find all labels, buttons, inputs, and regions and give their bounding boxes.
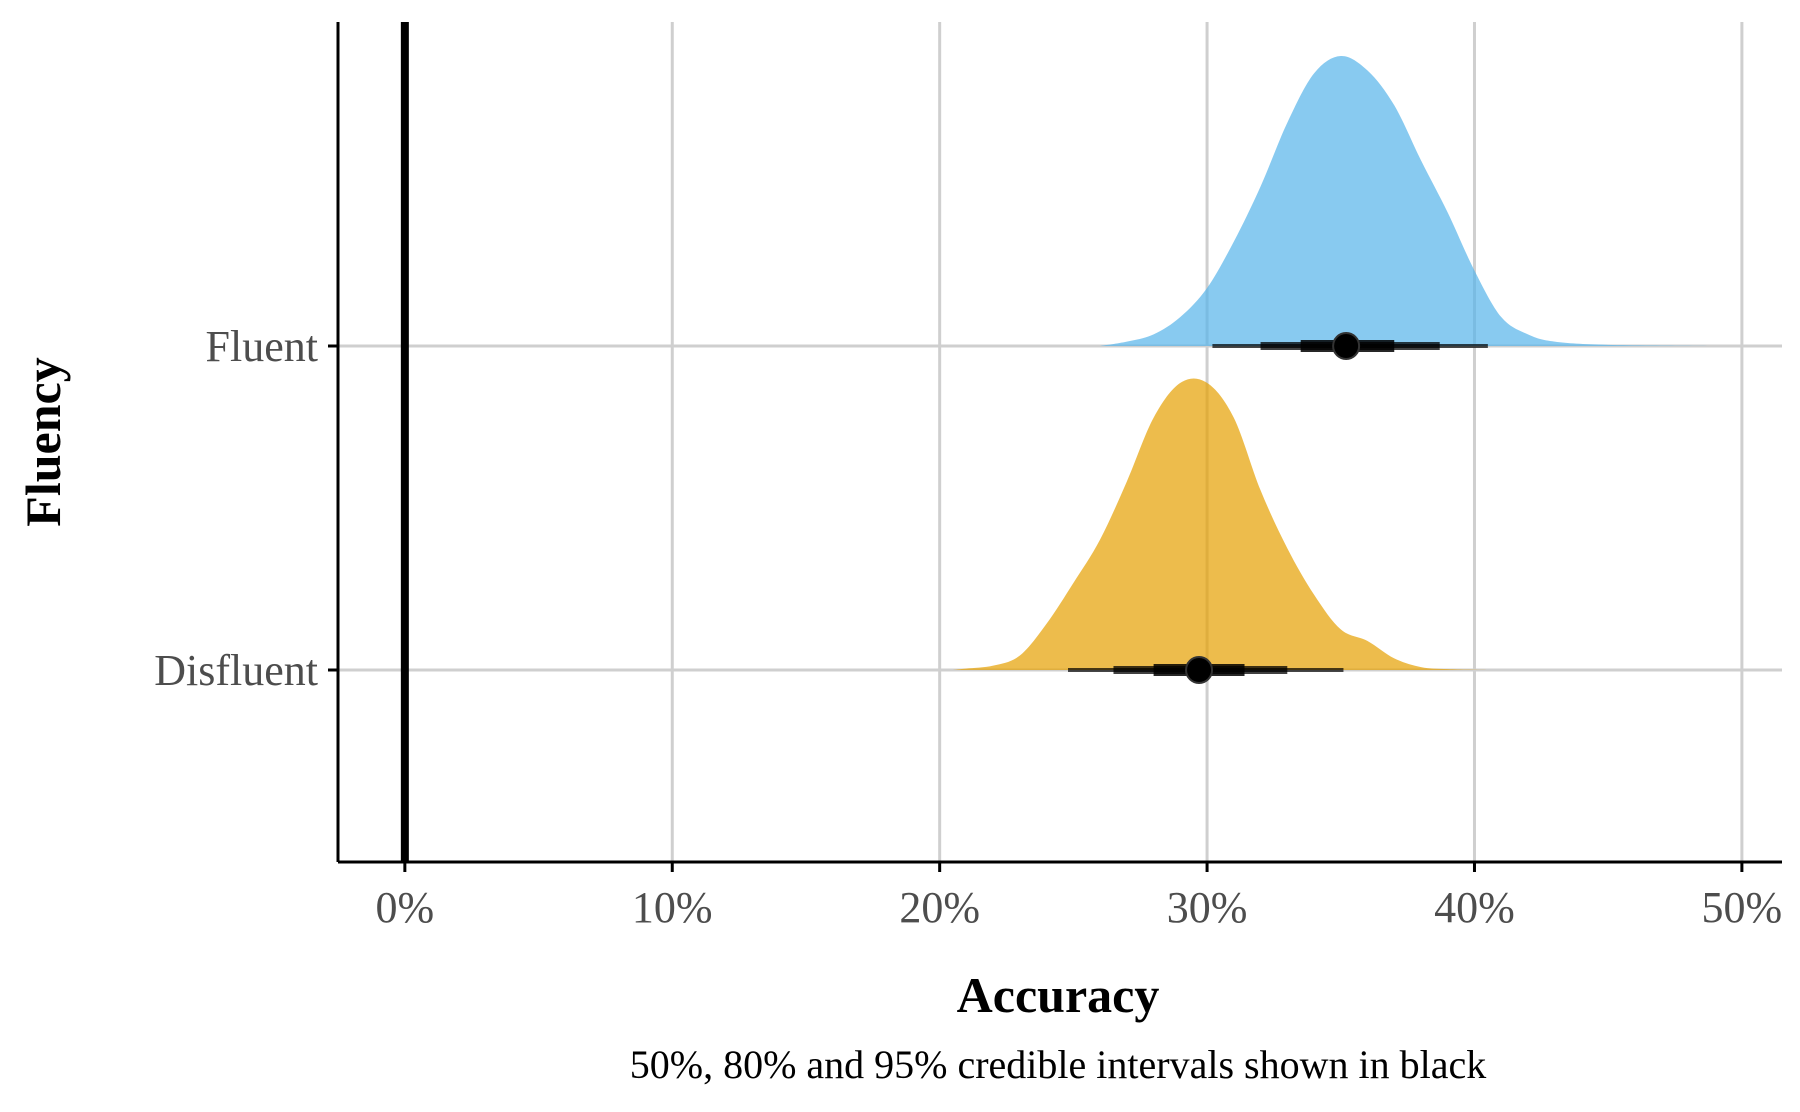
x-tick-label-5: 50% (1702, 883, 1783, 932)
x-tick-label-3: 30% (1167, 883, 1248, 932)
axes (328, 22, 1782, 872)
density-disfluent (953, 378, 1488, 670)
x-tick-label-2: 20% (899, 883, 980, 932)
x-axis-title: Accuracy (957, 967, 1160, 1023)
x-tick-label-1: 10% (632, 883, 713, 932)
median-point-disfluent (1185, 656, 1214, 684)
y-tick-label-disfluent: Disfluent (154, 646, 318, 695)
labels: 0% 10% 20% 30% 40% 50% Disfluent Fluent (154, 322, 1782, 932)
interval-layer (1068, 332, 1488, 684)
y-tick-label-fluent: Fluent (206, 322, 318, 371)
grid (338, 22, 1782, 862)
caption: 50%, 80% and 95% credible intervals show… (630, 1042, 1486, 1087)
y-axis-title: Fluency (15, 357, 71, 526)
median-point-fluent (1332, 332, 1361, 360)
x-tick-label-4: 40% (1434, 883, 1515, 932)
density-layer (953, 55, 1716, 670)
density-fluent (1100, 55, 1716, 346)
x-tick-label-0: 0% (376, 883, 435, 932)
